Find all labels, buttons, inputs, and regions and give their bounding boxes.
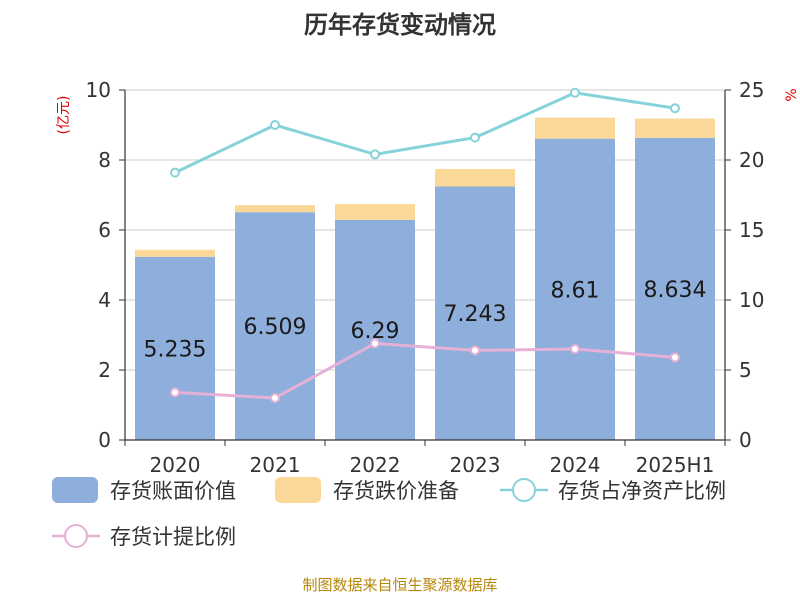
line-point	[270, 120, 280, 130]
left-axis-unit: (亿元)	[56, 96, 72, 135]
data-label: 6.29	[351, 319, 400, 344]
bar-impairment	[635, 118, 715, 138]
line-point	[370, 149, 380, 160]
bar-impairment	[135, 249, 215, 257]
bar-book-value	[635, 137, 715, 440]
line-point	[170, 387, 180, 398]
x-tick-label: 2021	[250, 453, 301, 477]
bar-impairment	[535, 117, 615, 139]
x-tick-label: 2022	[350, 453, 401, 477]
line-point	[370, 338, 380, 349]
left-tick-label: 6	[98, 218, 111, 242]
line-point	[470, 132, 480, 143]
right-tick-label: 20	[739, 148, 764, 172]
data-label: 5.235	[144, 337, 207, 362]
legend-swatch	[275, 477, 321, 503]
line-provision-ratio	[174, 341, 676, 400]
legend-label: 存货计提比例	[110, 525, 236, 549]
bar-book-value	[435, 186, 515, 440]
line-point	[270, 393, 280, 403]
data-label: 6.509	[244, 315, 307, 340]
data-label: 7.243	[444, 302, 507, 327]
bar-book-value	[135, 256, 215, 440]
legend-label: 存货账面价值	[110, 479, 236, 503]
x-tick-label: 2020	[150, 453, 201, 477]
bar-book-value	[335, 219, 415, 440]
line-point	[170, 167, 180, 178]
line-point	[670, 103, 680, 114]
bar-impairment	[335, 204, 415, 220]
left-tick-label: 4	[98, 288, 111, 312]
data-label: 8.61	[551, 278, 600, 303]
bar-impairment	[235, 205, 315, 213]
right-tick-label: 10	[739, 288, 764, 312]
right-tick-label: 25	[739, 78, 764, 102]
x-tick-label: 2025H1	[636, 453, 715, 477]
legend-swatch	[52, 477, 98, 503]
right-tick-label: 15	[739, 218, 764, 242]
right-axis-unit: %	[784, 88, 800, 101]
x-tick-label: 2023	[450, 453, 501, 477]
right-tick-label: 0	[739, 428, 752, 452]
line-point	[670, 352, 680, 363]
bar-impairment	[435, 168, 515, 187]
legend-marker	[512, 478, 536, 502]
right-tick-label: 5	[739, 358, 752, 382]
line-point	[570, 344, 580, 354]
bar-series	[135, 117, 715, 440]
data-labels: 5.235 6.509 6.29 7.243 8.61 8.634	[144, 278, 707, 362]
chart-title: 历年存货变动情况	[304, 11, 496, 39]
legend-marker	[64, 524, 88, 548]
x-tick-label: 2024	[550, 453, 601, 477]
line-inventory-to-net-assets	[174, 91, 676, 174]
line-point	[470, 345, 480, 356]
legend-label: 存货跌价准备	[333, 479, 459, 503]
left-tick-label: 10	[86, 78, 111, 102]
grid-lines	[125, 89, 725, 371]
line-point	[570, 87, 580, 98]
left-tick-label: 0	[98, 428, 111, 452]
axes: 0 2 4 6 8 10 0 5 10 15 20 25 2020 2021 2022 2023 2024 202…	[56, 78, 800, 477]
bar-book-value	[535, 138, 615, 440]
data-label: 8.634	[644, 278, 707, 303]
line-series	[170, 87, 680, 403]
left-tick-label: 2	[98, 358, 111, 382]
legend-label: 存货占净资产比例	[558, 479, 726, 503]
source-note: 制图数据来自恒生聚源数据库	[302, 576, 497, 594]
left-tick-label: 8	[98, 148, 111, 172]
